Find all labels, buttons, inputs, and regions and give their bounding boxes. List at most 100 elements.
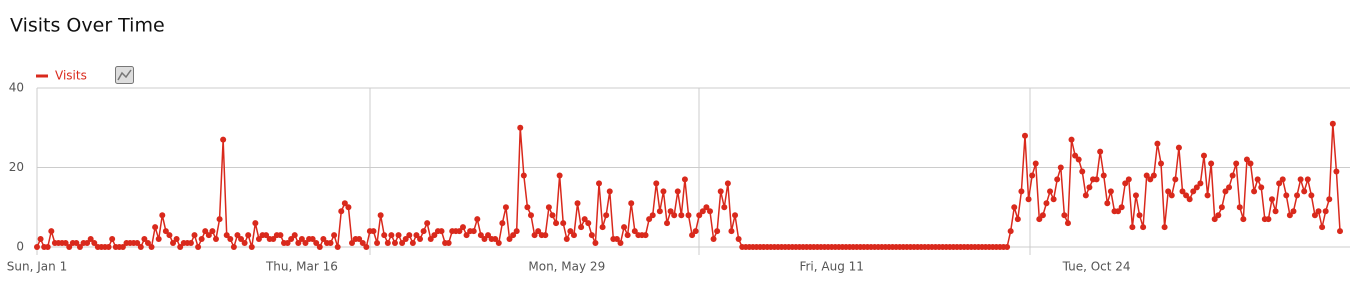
data-point bbox=[381, 232, 388, 239]
data-point bbox=[653, 180, 660, 187]
data-point bbox=[1036, 216, 1043, 223]
data-point bbox=[592, 240, 599, 247]
data-point bbox=[109, 236, 116, 243]
data-point bbox=[349, 240, 356, 247]
data-point bbox=[191, 232, 198, 239]
y-tick-label: 20 bbox=[9, 160, 24, 174]
data-point bbox=[298, 236, 305, 243]
data-point bbox=[141, 236, 148, 243]
data-point bbox=[1304, 176, 1311, 183]
data-point bbox=[1072, 152, 1079, 159]
data-point bbox=[87, 236, 94, 243]
data-point bbox=[409, 240, 416, 247]
data-point bbox=[295, 240, 302, 247]
data-point bbox=[159, 212, 166, 219]
legend-label[interactable]: Visits bbox=[55, 69, 87, 83]
data-point bbox=[1104, 200, 1111, 207]
data-point bbox=[1021, 132, 1028, 139]
data-point bbox=[1301, 188, 1308, 195]
data-point bbox=[1014, 216, 1021, 223]
data-point bbox=[277, 232, 284, 239]
data-point bbox=[732, 212, 739, 219]
data-point bbox=[1004, 244, 1011, 250]
data-point bbox=[617, 240, 624, 247]
data-point bbox=[284, 240, 291, 247]
data-point bbox=[391, 240, 398, 247]
data-point bbox=[728, 228, 735, 235]
data-point bbox=[721, 204, 728, 211]
data-point bbox=[431, 232, 438, 239]
data-point bbox=[359, 240, 366, 247]
data-point bbox=[313, 240, 320, 247]
data-point bbox=[424, 220, 431, 227]
data-point bbox=[599, 224, 606, 231]
data-point bbox=[263, 232, 270, 239]
data-point bbox=[613, 236, 620, 243]
data-point bbox=[1290, 208, 1297, 215]
data-point bbox=[1147, 176, 1154, 183]
data-point bbox=[549, 212, 556, 219]
data-point bbox=[606, 188, 613, 195]
data-point bbox=[1197, 180, 1204, 187]
data-point bbox=[703, 204, 710, 211]
data-point bbox=[692, 228, 699, 235]
data-point bbox=[1165, 188, 1172, 195]
data-point bbox=[1218, 204, 1225, 211]
data-point bbox=[1297, 176, 1304, 183]
data-point bbox=[492, 236, 499, 243]
data-point bbox=[345, 204, 352, 211]
x-tick-label: Fri, Aug 11 bbox=[799, 260, 863, 274]
data-point bbox=[76, 244, 83, 250]
y-tick-label: 0 bbox=[16, 240, 24, 254]
data-point bbox=[1079, 168, 1086, 175]
data-point bbox=[1025, 196, 1032, 203]
data-point bbox=[427, 236, 434, 243]
data-point bbox=[241, 240, 248, 247]
data-point bbox=[542, 232, 549, 239]
data-point bbox=[374, 240, 381, 247]
data-point bbox=[309, 236, 316, 243]
data-point bbox=[624, 232, 631, 239]
data-point bbox=[356, 236, 363, 243]
data-point bbox=[1097, 148, 1104, 155]
data-point bbox=[212, 236, 219, 243]
data-point bbox=[62, 240, 69, 247]
data-point bbox=[474, 216, 481, 223]
data-point bbox=[1222, 188, 1229, 195]
data-point bbox=[463, 232, 470, 239]
data-point bbox=[417, 236, 424, 243]
data-point bbox=[302, 240, 309, 247]
data-point bbox=[334, 244, 341, 250]
data-point bbox=[1276, 180, 1283, 187]
data-point bbox=[1154, 140, 1161, 147]
data-point bbox=[1272, 208, 1279, 215]
data-point bbox=[1283, 192, 1290, 199]
data-point bbox=[1247, 160, 1254, 167]
data-point bbox=[1333, 168, 1340, 175]
data-point bbox=[524, 204, 531, 211]
data-point bbox=[1236, 204, 1243, 211]
chart-type-icon[interactable] bbox=[115, 66, 134, 84]
data-point bbox=[1315, 208, 1322, 215]
data-point bbox=[1268, 196, 1275, 203]
data-point bbox=[714, 228, 721, 235]
data-point bbox=[220, 136, 227, 143]
data-point bbox=[402, 236, 409, 243]
data-point bbox=[642, 232, 649, 239]
data-point bbox=[567, 228, 574, 235]
data-point bbox=[664, 220, 671, 227]
data-point bbox=[1061, 212, 1068, 219]
data-point bbox=[216, 216, 223, 223]
data-point bbox=[1140, 224, 1147, 231]
data-point bbox=[527, 212, 534, 219]
data-point bbox=[162, 228, 169, 235]
data-point bbox=[1279, 176, 1286, 183]
data-point bbox=[48, 228, 55, 235]
data-point bbox=[1168, 192, 1175, 199]
data-point bbox=[1039, 212, 1046, 219]
data-point bbox=[252, 220, 259, 227]
data-point bbox=[570, 232, 577, 239]
data-point bbox=[459, 224, 466, 231]
data-point bbox=[735, 236, 742, 243]
